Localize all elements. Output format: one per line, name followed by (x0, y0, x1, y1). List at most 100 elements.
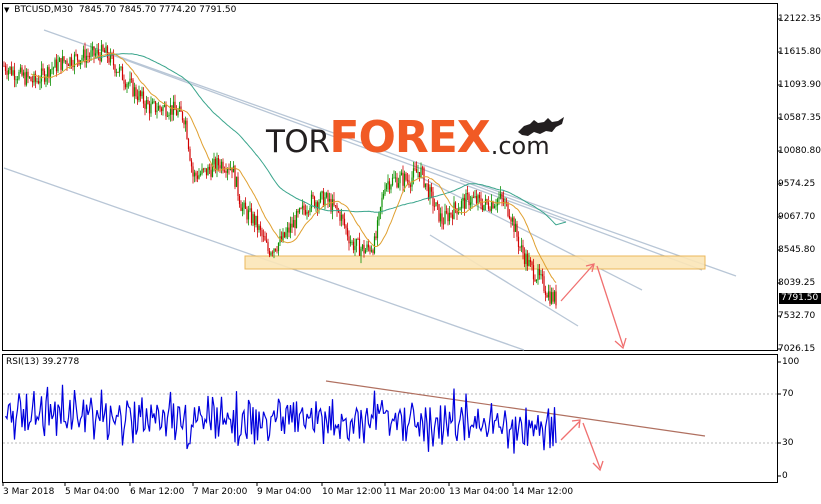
candle-body (157, 105, 160, 111)
candle-body (400, 172, 403, 176)
candle-body (418, 172, 421, 178)
candle-body (114, 65, 116, 73)
candle-body (409, 185, 412, 187)
candle-body (238, 195, 241, 205)
candle-body (19, 67, 22, 72)
candle-body (298, 208, 301, 213)
candle-body (472, 197, 475, 199)
candle-body (424, 183, 427, 187)
candle-body (61, 56, 64, 70)
date-label: 5 Mar 04:00 (65, 487, 120, 497)
candle-body (75, 54, 77, 56)
candle-body (57, 61, 59, 72)
candle-body (330, 198, 332, 212)
candle-body (93, 46, 95, 56)
price-label: 11615.80 (778, 47, 821, 57)
candle-body (382, 194, 385, 198)
candle-body (249, 208, 251, 211)
candle-body (403, 173, 406, 186)
candle-body (256, 215, 259, 230)
collapse-triangle-icon[interactable]: ▼ (4, 6, 10, 14)
candle-body (262, 235, 265, 237)
candle-body (276, 250, 278, 252)
candle-body (154, 101, 157, 113)
rsi-level-lines (3, 393, 777, 444)
candle-body (357, 238, 359, 240)
candle-body (220, 161, 223, 169)
candle-body (270, 252, 272, 256)
candle-body (309, 208, 311, 213)
candle-body (247, 210, 250, 220)
candle-body (31, 81, 34, 83)
torforex-logo: TOR FOREX .com (266, 116, 550, 161)
time-axis-ticks (2, 483, 514, 486)
candle-body (144, 103, 146, 109)
candle-body (430, 187, 433, 192)
candle-body (358, 238, 361, 256)
candle-body (109, 53, 112, 63)
candle-body (219, 165, 221, 169)
candle-body (549, 291, 551, 304)
candle-body (195, 172, 197, 176)
candle-body (58, 58, 61, 62)
candle-body (112, 56, 115, 66)
candle-body (264, 236, 266, 241)
candle-body (489, 208, 491, 211)
candle-body (319, 193, 322, 203)
rsi-header: RSI(13) 39.2778 (6, 357, 79, 368)
candle-body (199, 173, 202, 175)
rsi-level-label: 70 (782, 389, 794, 399)
candle-body (90, 50, 92, 57)
candle-body (9, 66, 11, 71)
candle-body (507, 202, 509, 217)
candle-body (42, 68, 44, 71)
date-label: 3 Mar 2018 (3, 487, 55, 497)
candle-body (321, 191, 323, 194)
candle-body (426, 183, 428, 185)
candle-body (159, 105, 161, 109)
bull-bear-logo-icon (518, 117, 564, 136)
candle-body (552, 292, 554, 302)
date-label: 14 Mar 12:00 (513, 487, 574, 497)
candle-body (433, 205, 436, 207)
candle-body (285, 232, 287, 238)
candle-body (478, 195, 481, 199)
candle-body (213, 158, 215, 165)
candle-body (336, 205, 338, 211)
candle-body (169, 105, 172, 115)
support-zone (244, 255, 706, 270)
candle-body (462, 197, 464, 202)
candle-body (405, 173, 407, 180)
candle-body (384, 189, 386, 195)
forecast-arrows-rsi (560, 419, 604, 472)
candle-body (271, 252, 274, 254)
candle-body (102, 45, 104, 51)
candle-body (454, 202, 457, 209)
candle-body (402, 172, 404, 186)
price-candles (3, 40, 557, 309)
candle-body (187, 139, 190, 150)
candle-body (105, 46, 107, 53)
candle-body (16, 79, 19, 81)
candle-body (463, 197, 466, 209)
candle-body (163, 105, 166, 107)
rsi-panel-frame (2, 354, 778, 483)
candle-body (301, 205, 304, 209)
candle-body (444, 211, 446, 224)
candle-body (130, 78, 133, 80)
candle-body (505, 201, 508, 203)
rsi-level-label: 30 (782, 438, 794, 448)
candle-body (399, 175, 401, 184)
price-label: 7026.15 (778, 344, 816, 354)
candle-body (483, 204, 485, 211)
candle-body (12, 70, 14, 75)
candle-body (367, 244, 370, 248)
logo-part-com: .com (490, 132, 550, 160)
candle-body (96, 49, 98, 54)
candle-body (27, 71, 29, 78)
candle-body (541, 274, 544, 277)
candle-body (456, 208, 458, 214)
candle-body (397, 183, 400, 188)
candle-body (445, 211, 448, 213)
candle-body (175, 109, 178, 116)
